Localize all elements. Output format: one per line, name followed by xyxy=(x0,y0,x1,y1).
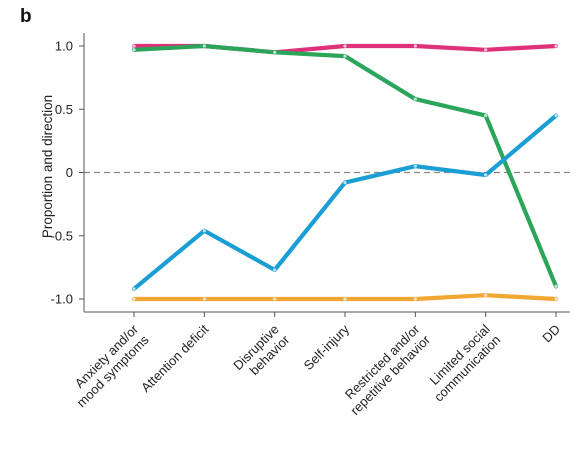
series-line-2 xyxy=(131,43,559,289)
y-tick-label: 0 xyxy=(66,165,73,180)
data-point xyxy=(554,113,558,118)
category-label: Restricted and/orrepetitive behavior xyxy=(337,321,434,418)
data-point xyxy=(202,44,206,48)
data-point xyxy=(273,297,277,301)
data-point xyxy=(484,173,488,177)
data-point xyxy=(484,48,488,52)
y-tick-label: -1.0 xyxy=(51,292,73,307)
y-tick-label: -0.5 xyxy=(51,228,73,243)
data-point xyxy=(413,44,417,48)
data-point xyxy=(132,48,136,52)
series-line-3 xyxy=(131,113,559,291)
data-point xyxy=(132,287,136,291)
data-point xyxy=(343,181,347,185)
data-point xyxy=(554,297,558,301)
data-point xyxy=(484,113,488,118)
data-point xyxy=(202,297,206,301)
y-axis-title: Proportion and direction xyxy=(40,95,55,238)
data-point xyxy=(554,44,558,48)
data-point xyxy=(343,44,347,48)
category-label: Limited socialcommunication xyxy=(420,321,503,404)
data-point xyxy=(343,297,347,301)
y-tick-label: 1.0 xyxy=(55,39,73,54)
data-point xyxy=(132,297,136,301)
category-label: DD xyxy=(539,322,563,346)
y-tick-label: 0.5 xyxy=(55,102,73,117)
data-point xyxy=(413,164,417,168)
data-point xyxy=(413,297,417,301)
category-label: Attention deficit xyxy=(138,321,212,395)
category-label-line: Attention deficit xyxy=(138,321,212,395)
panel-label: b xyxy=(20,6,32,27)
category-label: Self-injury xyxy=(301,321,353,373)
data-point xyxy=(273,50,277,54)
category-label-line: DD xyxy=(539,322,563,346)
data-point xyxy=(554,284,558,288)
data-point xyxy=(484,293,488,297)
data-point xyxy=(202,229,206,233)
axes: 1.0 0.5 0 -0.5 -1.0 xyxy=(51,33,570,317)
data-point xyxy=(132,44,136,48)
data-point xyxy=(413,97,417,101)
series-group xyxy=(131,43,559,302)
labels-group: Proportion and direction Anxiety and/ormo… xyxy=(40,95,563,418)
category-label: Anxiety and/ormood symptoms xyxy=(63,321,152,410)
category-label: Disruptivebehavior xyxy=(230,321,293,384)
category-label-line: Self-injury xyxy=(301,321,353,373)
data-point xyxy=(343,54,347,58)
data-point xyxy=(273,268,277,272)
